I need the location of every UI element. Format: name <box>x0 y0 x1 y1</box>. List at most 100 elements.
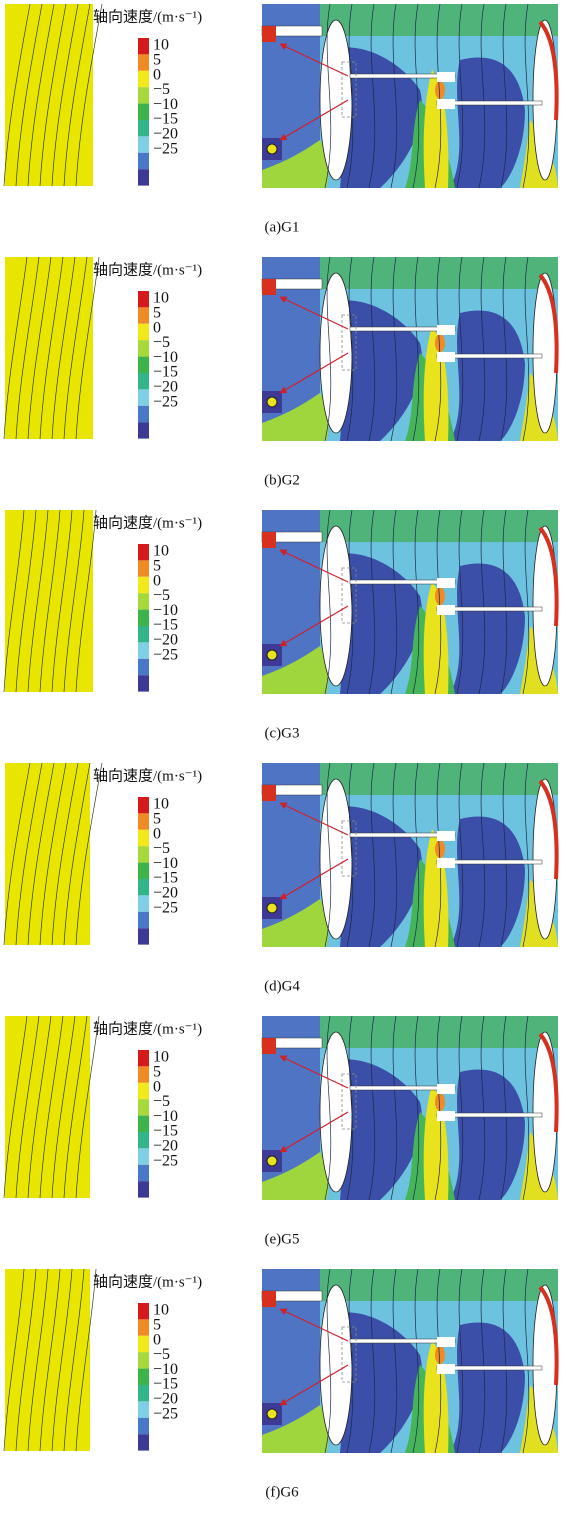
blade <box>533 1285 557 1445</box>
hot-spot <box>435 334 445 352</box>
blade <box>533 273 557 433</box>
blade <box>533 20 557 180</box>
hot-spot <box>435 840 445 858</box>
contour-plot <box>262 257 558 441</box>
colorbar-block <box>138 324 149 340</box>
colorbar-block <box>138 642 149 658</box>
colorbar-block <box>138 1434 149 1450</box>
colorbar-block <box>138 54 149 70</box>
hub <box>437 352 455 362</box>
panel: 轴向速度/(m·s⁻¹)1050−5−10−15−20−25(d)G4 <box>4 763 558 994</box>
colorbar-block <box>138 1418 149 1434</box>
hot-spot <box>435 1093 445 1111</box>
colorbar-block <box>138 373 149 389</box>
hot-spot <box>435 587 445 605</box>
colorbar-block <box>138 830 149 846</box>
hub <box>437 578 455 588</box>
colorbar-block <box>138 1148 149 1164</box>
hub <box>437 1364 455 1374</box>
colorbar-block <box>138 1319 149 1335</box>
vortex <box>267 144 277 154</box>
panel: 轴向速度/(m·s⁻¹)1050−5−10−15−20−25(a)G1 <box>4 4 558 235</box>
colorbar-tick: −25 <box>153 393 178 410</box>
colorbar-block <box>138 626 149 642</box>
colorbar-block <box>138 1303 149 1319</box>
colorbar-block <box>138 577 149 593</box>
colorbar-block <box>138 544 149 560</box>
hot-spot <box>435 1346 445 1364</box>
blade <box>533 1032 557 1192</box>
hub <box>437 1111 455 1121</box>
colorbar-block <box>138 863 149 879</box>
colorbar-block <box>138 1385 149 1401</box>
colorbar-title: 轴向速度/(m·s⁻¹) <box>93 1273 202 1290</box>
blade <box>533 779 557 939</box>
hub <box>437 72 455 82</box>
colorbar-tick: −25 <box>153 899 178 916</box>
colorbar-block <box>138 1132 149 1148</box>
colorbar-tick: −25 <box>153 140 178 157</box>
colorbar-block <box>138 71 149 87</box>
colorbar-block <box>138 104 149 120</box>
colorbar-title: 轴向速度/(m·s⁻¹) <box>93 1020 202 1037</box>
hub <box>437 1337 455 1347</box>
hub <box>437 831 455 841</box>
colorbar-block <box>138 307 149 323</box>
caption: (d)G4 <box>264 978 300 994</box>
contour-plot <box>262 510 558 694</box>
hot-spot <box>435 81 445 99</box>
colorbar-block <box>138 1352 149 1368</box>
hub <box>437 858 455 868</box>
colorbar-block <box>138 912 149 928</box>
colorbar-block <box>138 1099 149 1115</box>
blade <box>533 526 557 686</box>
colorbar-block <box>138 389 149 405</box>
colorbar-block <box>138 659 149 675</box>
colorbar-block <box>138 169 149 185</box>
colorbar-block <box>138 610 149 626</box>
panel: 轴向速度/(m·s⁻¹)1050−5−10−15−20−25(c)G3 <box>4 510 558 741</box>
colorbar-block <box>138 675 149 691</box>
colorbar-block <box>138 120 149 136</box>
colorbar-block <box>138 879 149 895</box>
hub <box>437 325 455 335</box>
inset-red <box>262 1038 276 1054</box>
colorbar-block <box>138 422 149 438</box>
colorbar-title: 轴向速度/(m·s⁻¹) <box>93 8 202 25</box>
inset-red <box>262 26 276 42</box>
contour-plot <box>262 1016 558 1200</box>
colorbar-title: 轴向速度/(m·s⁻¹) <box>93 767 202 784</box>
colorbar-block <box>138 813 149 829</box>
colorbar-block <box>138 1116 149 1132</box>
colorbar-block <box>138 291 149 307</box>
colorbar-title: 轴向速度/(m·s⁻¹) <box>93 514 202 531</box>
colorbar-block <box>138 1165 149 1181</box>
colorbar-title: 轴向速度/(m·s⁻¹) <box>93 261 202 278</box>
hub <box>437 99 455 109</box>
panel: 轴向速度/(m·s⁻¹)1050−5−10−15−20−25(e)G5 <box>4 1016 558 1247</box>
caption: (c)G3 <box>265 725 300 741</box>
colorbar-tick: −25 <box>153 1405 178 1422</box>
colorbar-block <box>138 1401 149 1417</box>
inset-red <box>262 279 276 295</box>
colorbar-block <box>138 406 149 422</box>
colorbar-block <box>138 87 149 103</box>
caption: (a)G1 <box>265 219 300 235</box>
colorbar-block <box>138 1050 149 1066</box>
figure: 轴向速度/(m·s⁻¹)1050−5−10−15−20−25(a)G1轴向速度/… <box>0 0 564 1519</box>
colorbar-tick: −25 <box>153 1152 178 1169</box>
colorbar-block <box>138 357 149 373</box>
yellow-field <box>5 763 90 945</box>
panel: 轴向速度/(m·s⁻¹)1050−5−10−15−20−25(b)G2 <box>4 257 558 488</box>
colorbar-block <box>138 1083 149 1099</box>
colorbar-block <box>138 38 149 54</box>
colorbar-block <box>138 846 149 862</box>
vortex <box>267 903 277 913</box>
caption: (e)G5 <box>265 1231 300 1247</box>
caption: (f)G6 <box>265 1484 299 1500</box>
vortex <box>267 650 277 660</box>
colorbar-block <box>138 1181 149 1197</box>
page: {"panels": [ {"caption": "(a)G1", "color… <box>0 0 564 1519</box>
hub <box>437 605 455 615</box>
